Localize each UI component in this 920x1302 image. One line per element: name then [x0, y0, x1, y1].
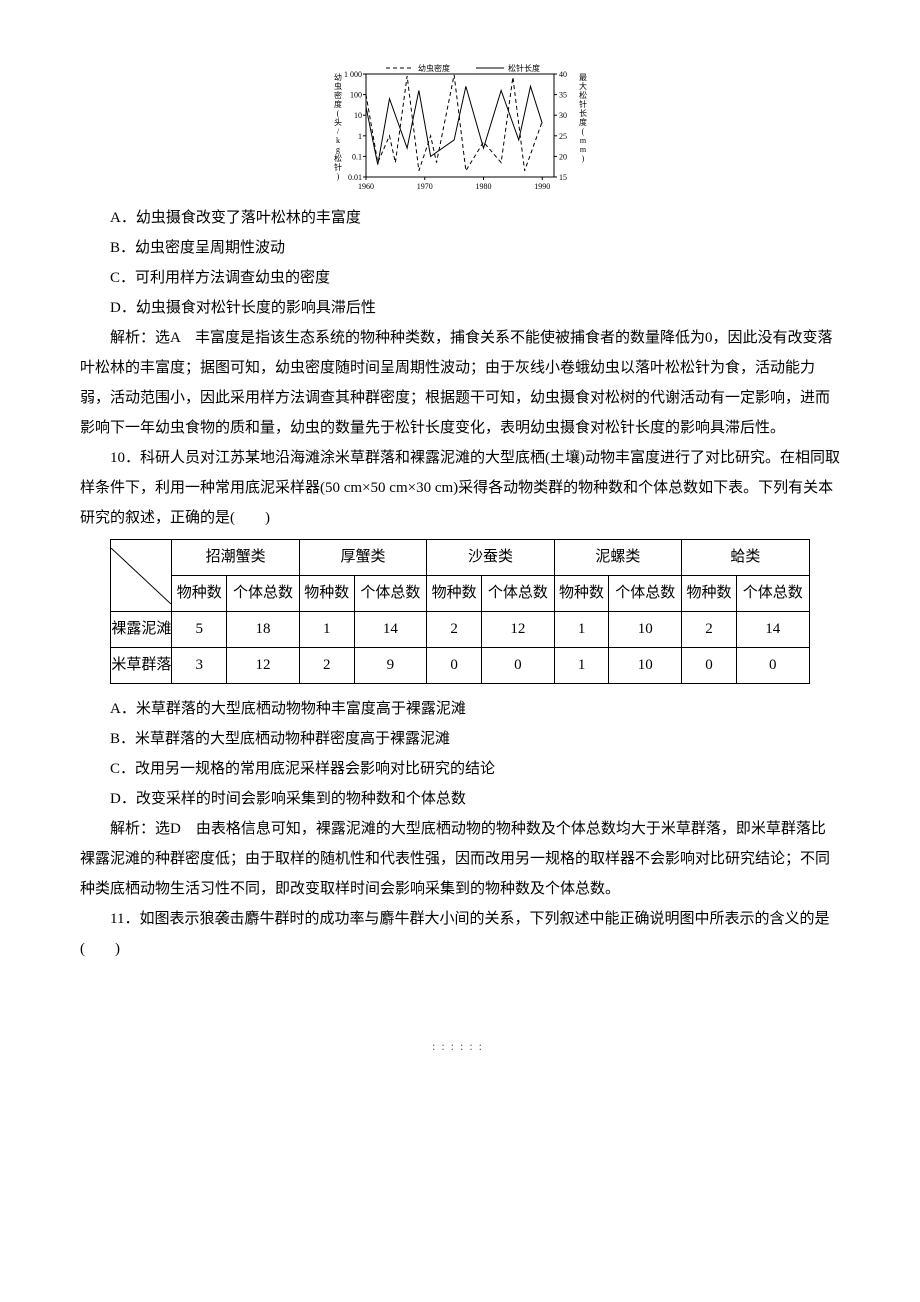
svg-text:1960: 1960: [358, 182, 374, 191]
q9-option-b: B．幼虫密度呈周期性波动: [80, 233, 840, 263]
cell: 3: [172, 648, 227, 684]
footer-marker: ::::::: [80, 1034, 840, 1058]
sub-header: 物种数: [554, 576, 609, 612]
svg-text:m: m: [580, 136, 587, 145]
sub-header: 物种数: [682, 576, 737, 612]
group-header: 蛤类: [682, 540, 810, 576]
q10-option-c: C．改用另一规格的常用底泥采样器会影响对比研究的结论: [80, 754, 840, 784]
chart-svg: 0.01 0.1 1 10 100 1 000 15 20 25 30 35 40 1960 1970 19…: [330, 60, 590, 195]
svg-text:0.01: 0.01: [348, 173, 362, 182]
row-label: 米草群落: [111, 648, 172, 684]
cell: 1: [299, 612, 354, 648]
group-header: 招潮蟹类: [172, 540, 299, 576]
svg-text:针: 针: [579, 99, 587, 109]
cell: 14: [736, 612, 809, 648]
svg-text:幼虫密度: 幼虫密度: [418, 63, 450, 73]
cell: 0: [427, 648, 482, 684]
group-header: 厚蟹类: [299, 540, 426, 576]
svg-text:松针长度: 松针长度: [508, 63, 540, 73]
cell: 1: [554, 612, 609, 648]
q9-option-c: C．可利用样方法调查幼虫的密度: [80, 263, 840, 293]
sub-header: 个体总数: [736, 576, 809, 612]
svg-text:(: (: [337, 109, 340, 118]
svg-text:最: 最: [579, 73, 587, 82]
q9-option-a: A．幼虫摄食改变了落叶松林的丰富度: [80, 203, 840, 233]
sub-header: 个体总数: [609, 576, 682, 612]
q10-option-a: A．米草群落的大型底栖动物物种丰富度高于裸露泥滩: [80, 694, 840, 724]
svg-text:大: 大: [579, 81, 587, 91]
svg-text:针: 针: [334, 162, 342, 172]
sub-header: 物种数: [172, 576, 227, 612]
cell: 2: [427, 612, 482, 648]
svg-text:度: 度: [334, 99, 342, 109]
cell: 0: [682, 648, 737, 684]
table-row: 裸露泥滩 5 18 1 14 2 12 1 10 2 14: [111, 612, 809, 648]
cell: 0: [736, 648, 809, 684]
cell: 0: [482, 648, 555, 684]
q10-explanation: 解析：选D 由表格信息可知，裸露泥滩的大型底栖动物的物种数及个体总数均大于米草群…: [80, 814, 840, 904]
svg-text:幼: 幼: [334, 72, 342, 82]
svg-text:40: 40: [559, 70, 567, 79]
svg-text:): ): [337, 172, 340, 181]
cell: 14: [354, 612, 427, 648]
svg-text:1: 1: [358, 132, 362, 141]
q9-explanation: 解析：选A 丰富度是指该生态系统的物种种类数，捕食关系不能使被捕食者的数量降低为…: [80, 323, 840, 443]
table-corner: [111, 540, 172, 612]
svg-text:密: 密: [334, 90, 342, 100]
sub-header: 个体总数: [354, 576, 427, 612]
svg-text:25: 25: [559, 132, 567, 141]
group-header: 泥螺类: [554, 540, 681, 576]
svg-text:m: m: [580, 145, 587, 154]
svg-text:长: 长: [579, 108, 587, 118]
svg-text:1 000: 1 000: [344, 70, 362, 79]
svg-text:(: (: [582, 127, 585, 136]
table-header-row-1: 招潮蟹类 厚蟹类 沙蚕类 泥螺类 蛤类: [111, 540, 809, 576]
svg-text:35: 35: [559, 91, 567, 100]
svg-text:20: 20: [559, 152, 567, 161]
q9-option-d: D．幼虫摄食对松针长度的影响具滞后性: [80, 293, 840, 323]
sub-header: 个体总数: [482, 576, 555, 612]
svg-text:度: 度: [579, 117, 587, 127]
q10-option-b: B．米草群落的大型底栖动物种群密度高于裸露泥滩: [80, 724, 840, 754]
svg-text:1990: 1990: [534, 182, 550, 191]
cell: 18: [227, 612, 300, 648]
svg-text:1970: 1970: [417, 182, 433, 191]
cell: 2: [299, 648, 354, 684]
cell: 1: [554, 648, 609, 684]
cell: 12: [227, 648, 300, 684]
sub-header: 个体总数: [227, 576, 300, 612]
svg-text:头: 头: [334, 117, 342, 127]
svg-text:/: /: [337, 127, 340, 136]
svg-text:100: 100: [350, 91, 362, 100]
q11-stem: 11．如图表示狼袭击麝牛群时的成功率与麝牛群大小间的关系，下列叙述中能正确说明图…: [80, 904, 840, 964]
svg-text:松: 松: [334, 153, 342, 163]
svg-text:g: g: [336, 145, 340, 154]
svg-text:虫: 虫: [334, 81, 342, 91]
cell: 10: [609, 612, 682, 648]
svg-text:30: 30: [559, 111, 567, 120]
sub-header: 物种数: [299, 576, 354, 612]
cell: 5: [172, 612, 227, 648]
row-label: 裸露泥滩: [111, 612, 172, 648]
svg-text:15: 15: [559, 173, 567, 182]
svg-text:10: 10: [354, 111, 362, 120]
q10-table: 招潮蟹类 厚蟹类 沙蚕类 泥螺类 蛤类 物种数 个体总数 物种数 个体总数 物种…: [110, 539, 809, 684]
cell: 10: [609, 648, 682, 684]
q9-chart: 0.01 0.1 1 10 100 1 000 15 20 25 30 35 40 1960 1970 19…: [80, 60, 840, 195]
group-header: 沙蚕类: [427, 540, 554, 576]
svg-text:0.1: 0.1: [352, 152, 362, 161]
svg-text:1980: 1980: [476, 182, 492, 191]
table-row: 米草群落 3 12 2 9 0 0 1 10 0 0: [111, 648, 809, 684]
sub-header: 物种数: [427, 576, 482, 612]
svg-text:): ): [582, 154, 585, 163]
svg-text:k: k: [336, 136, 340, 145]
cell: 9: [354, 648, 427, 684]
q10-stem: 10．科研人员对江苏某地沿海滩涂米草群落和裸露泥滩的大型底栖(土壤)动物丰富度进…: [80, 443, 840, 533]
cell: 12: [482, 612, 555, 648]
cell: 2: [682, 612, 737, 648]
svg-text:松: 松: [579, 90, 587, 100]
q10-option-d: D．改变采样的时间会影响采集到的物种数和个体总数: [80, 784, 840, 814]
table-header-row-2: 物种数 个体总数 物种数 个体总数 物种数 个体总数 物种数 个体总数 物种数 …: [111, 576, 809, 612]
